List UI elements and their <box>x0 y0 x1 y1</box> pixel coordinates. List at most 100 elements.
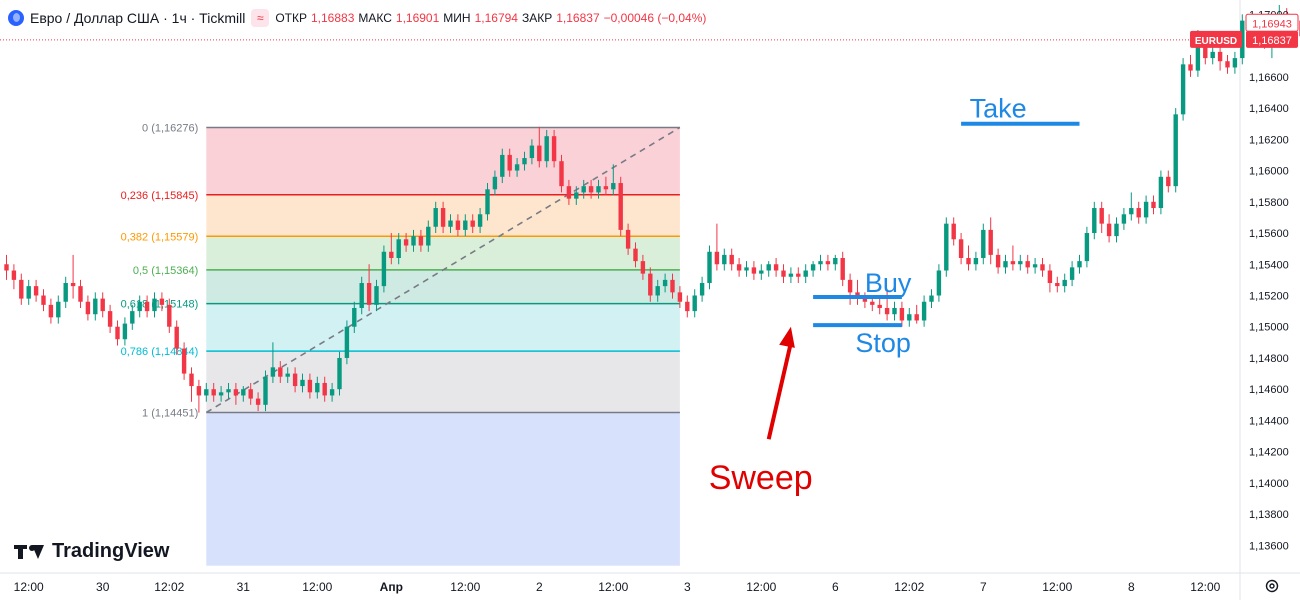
candle-body <box>692 295 697 312</box>
candle-body <box>1210 51 1215 59</box>
candle-body <box>551 136 557 162</box>
candle-body <box>951 223 956 240</box>
candle-body <box>796 273 801 277</box>
candle-body <box>574 192 579 199</box>
candle-body <box>85 301 91 315</box>
candle-body <box>248 389 253 399</box>
candle-body <box>759 270 764 274</box>
candle-body <box>958 239 964 259</box>
settings-gear-icon[interactable] <box>1262 576 1282 596</box>
candle-body <box>1114 223 1119 237</box>
candle-body <box>603 186 609 190</box>
candle-body <box>921 301 927 321</box>
candle-body <box>70 283 76 287</box>
time-axis-label: 30 <box>96 580 110 594</box>
price-axis-label: 1,15400 <box>1249 259 1289 271</box>
time-axis-label: 2 <box>536 580 543 594</box>
candle-body <box>840 258 845 280</box>
approx-badge-icon[interactable]: ≈ <box>251 9 270 27</box>
candle-body <box>1203 39 1208 59</box>
candle-body <box>218 392 224 396</box>
time-axis-label: 12:00 <box>746 580 776 594</box>
candle-body <box>270 367 276 377</box>
candle-body <box>4 264 9 271</box>
candle-body <box>255 398 261 405</box>
fib-level-label: 0,382 (1,15579) <box>121 231 199 243</box>
price-axis-label: 1,15200 <box>1249 290 1289 302</box>
candle-body <box>389 251 394 259</box>
candle-body <box>396 239 401 259</box>
low-value: 1,16794 <box>474 11 518 25</box>
candle-body <box>1195 39 1201 71</box>
change-value: −0,00046 (−0,04%) <box>603 11 707 25</box>
candle-body <box>455 220 461 230</box>
price-axis-label: 1,14800 <box>1249 353 1289 365</box>
candle-body <box>1158 176 1164 209</box>
fib-level-label: 0,786 (1,14844) <box>121 346 199 358</box>
candle-body <box>440 208 446 227</box>
price-axis-label: 1,14000 <box>1249 478 1289 490</box>
candle-body <box>1225 61 1230 68</box>
candle-body <box>1143 201 1149 218</box>
fib-level-label: 1 (1,14451) <box>142 407 198 419</box>
candle-body <box>892 307 897 315</box>
candle-body <box>507 154 512 171</box>
candle-body <box>381 251 387 287</box>
fib-level-label: 0,5 (1,15364) <box>133 265 198 277</box>
candle-body <box>522 158 527 165</box>
candle-body <box>426 226 431 246</box>
candle-body <box>1092 208 1097 234</box>
candle-body <box>722 254 727 265</box>
price-axis-label: 1,14600 <box>1249 384 1289 396</box>
fib-level-label: 0,236 (1,15845) <box>121 190 199 202</box>
candle-body <box>41 295 46 305</box>
candle-body <box>26 286 31 299</box>
candle-body <box>1099 208 1104 224</box>
candle-body <box>189 373 194 387</box>
candle-body <box>152 298 157 312</box>
sweep-arrow-head <box>779 326 795 348</box>
time-axis-label: 12:00 <box>450 580 480 594</box>
candle-body <box>463 220 468 230</box>
candle-body <box>1217 51 1223 62</box>
candle-body <box>773 264 779 271</box>
price-axis-label: 1,15800 <box>1249 197 1289 209</box>
tradingview-logo[interactable]: TradingView <box>14 540 169 563</box>
candle-body <box>300 379 305 387</box>
candle-body <box>500 154 505 177</box>
candle-body <box>662 279 668 287</box>
candle-body <box>847 279 853 293</box>
annotation-label-stop: Stop <box>855 328 911 358</box>
candle-body <box>640 261 646 274</box>
annotation-label-take: Take <box>970 94 1027 124</box>
candle-body <box>352 307 357 327</box>
candle-body <box>130 311 135 324</box>
price-axis-label: 1,15000 <box>1249 322 1289 334</box>
candle-body <box>433 208 438 227</box>
candle-body <box>707 251 712 283</box>
candle-body <box>1180 64 1186 115</box>
time-axis-label: 31 <box>237 580 251 594</box>
time-axis-label: 12:00 <box>1190 580 1220 594</box>
candle-body <box>929 295 934 302</box>
price-axis-label: 1,13800 <box>1249 509 1289 521</box>
candle-body <box>78 286 83 302</box>
candle-body <box>226 389 231 393</box>
candle-body <box>907 314 912 321</box>
time-axis-label: 7 <box>980 580 987 594</box>
candle-body <box>204 389 209 396</box>
symbol-title[interactable]: Евро / Доллар США · 1ч · Tickmill <box>30 10 246 26</box>
candle-body <box>1121 214 1127 224</box>
candle-body <box>1018 261 1023 265</box>
candle-body <box>633 248 638 262</box>
candle-body <box>1069 267 1075 280</box>
candle-body <box>1003 261 1008 268</box>
candle-body <box>374 286 379 305</box>
fib-zone <box>206 351 680 413</box>
candle-body <box>1084 233 1090 262</box>
candle-body <box>766 264 771 271</box>
candle-body <box>729 254 734 265</box>
fib-zone <box>206 269 680 304</box>
